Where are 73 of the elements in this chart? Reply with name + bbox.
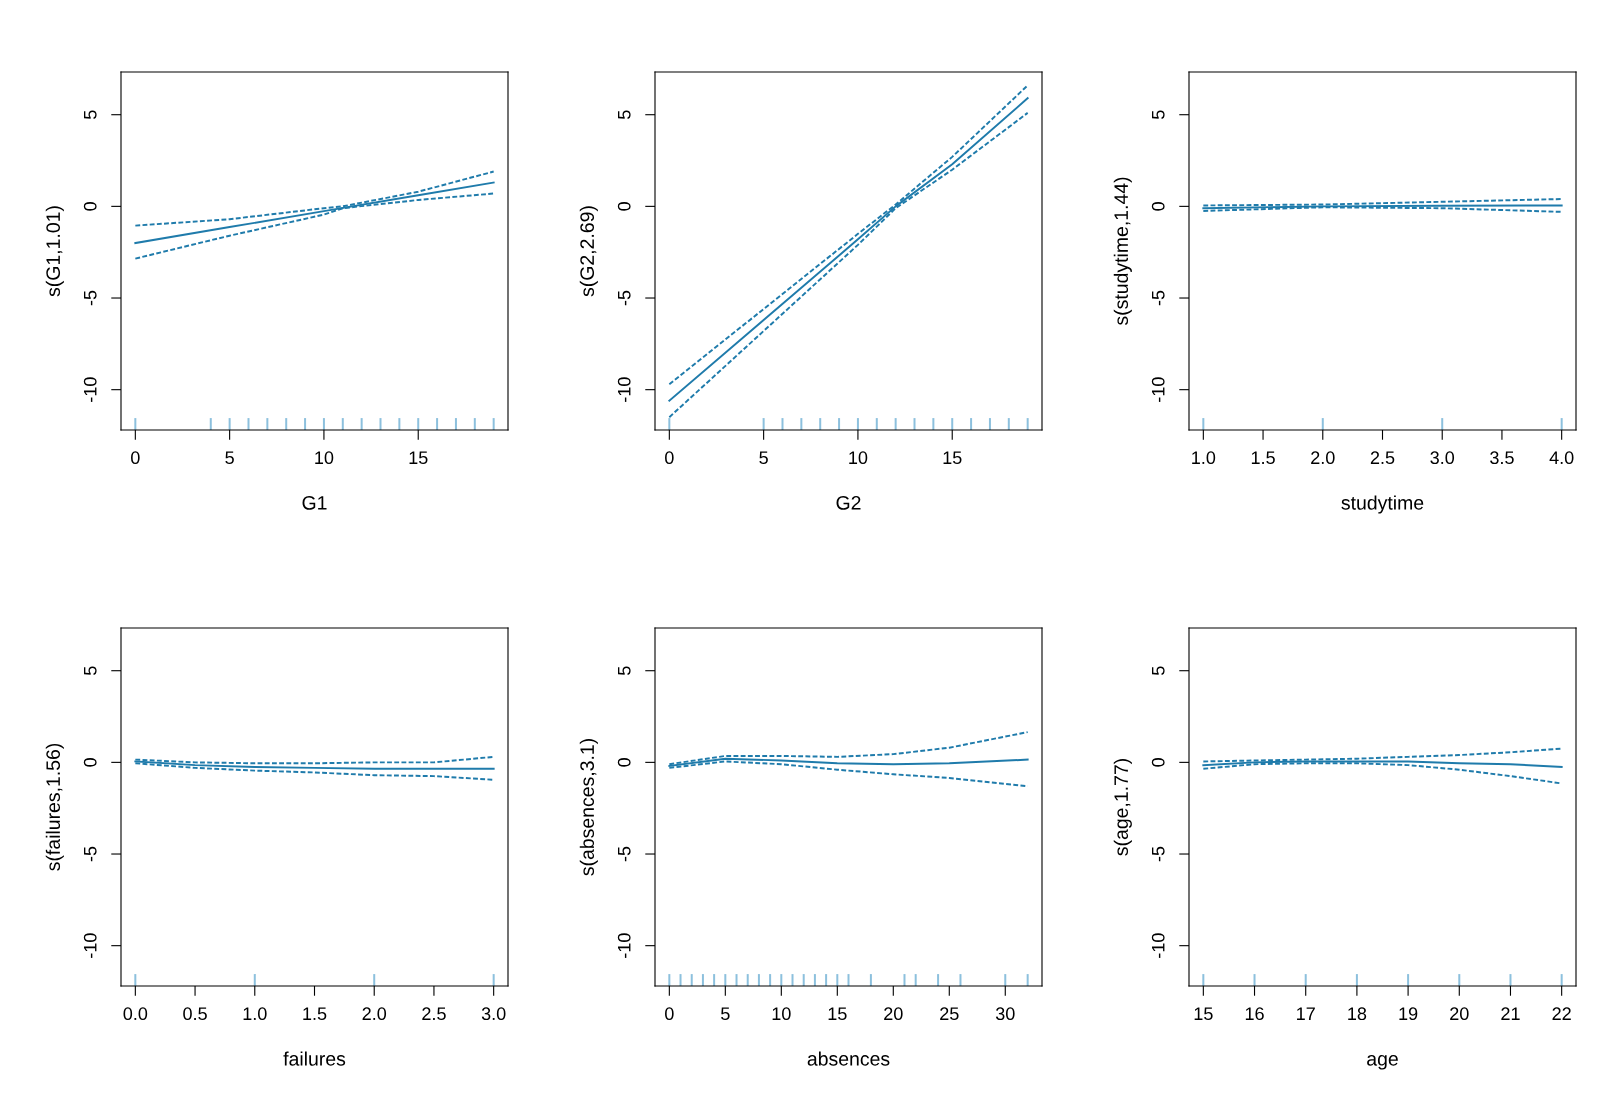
x-axis-title: failures [283,1051,346,1066]
x-axis-title: G2 [836,495,861,510]
x-tick-label: 15 [1194,1007,1213,1021]
x-tick-label: 5 [225,451,234,465]
x-tick-label: 0 [665,1007,674,1021]
y-tick-label: 5 [1152,666,1165,676]
x-tick-label: 30 [995,1007,1015,1021]
x-tick-label: 0 [665,451,674,465]
y-tick-label: 5 [84,110,97,120]
x-tick-label: 15 [828,1007,847,1021]
x-tick-label: 20 [884,1007,903,1021]
x-tick-label: 4.0 [1549,451,1574,465]
x-tick-label: 5 [759,451,768,465]
y-tick-label: 5 [84,666,97,676]
y-tick-label: 0 [1151,202,1165,211]
x-tick-label: 21 [1501,1007,1520,1020]
y-tick-label: -5 [1152,846,1165,862]
y-tick-label: 5 [618,666,631,676]
x-tick-label: 3.0 [1430,451,1455,465]
y-axis-title: s(failures,1.56) [45,743,64,871]
y-tick-label: -10 [1151,933,1165,958]
x-tick-label: 0.0 [123,1007,148,1021]
x-tick-label: 2.0 [362,1007,387,1021]
x-tick-label: 1.5 [303,1007,327,1021]
x-axis-title: studytime [1341,495,1424,514]
x-tick-label: 10 [772,1007,791,1021]
x-axis-title: G1 [302,495,327,510]
x-tick-label: 10 [315,451,334,465]
x-tick-label: 0.5 [183,1007,207,1021]
x-tick-label: 2.0 [1311,451,1335,465]
y-tick-label: -10 [1151,377,1165,402]
y-tick-label: 0 [83,758,97,767]
x-axis-title: age [1367,1055,1398,1070]
y-tick-label: -10 [617,377,631,402]
y-tick-label: -5 [618,846,631,862]
y-tick-label: 0 [83,202,97,211]
x-tick-label: 1.5 [1251,451,1275,465]
x-tick-label: 3.5 [1490,451,1514,465]
y-tick-label: 0 [617,758,631,767]
y-tick-label: -10 [617,933,631,958]
x-tick-label: 20 [1450,1007,1469,1021]
y-tick-label: -5 [84,846,97,862]
x-tick-label: 18 [1348,1007,1367,1021]
x-tick-label: 17 [1297,1007,1315,1020]
x-tick-label: 22 [1552,1007,1571,1020]
x-tick-label: 5 [721,1007,730,1021]
y-tick-label: -5 [618,290,631,306]
x-tick-label: 1.0 [243,1007,267,1021]
x-axis-title: absences [807,1051,890,1066]
x-tick-label: 3.0 [481,1007,506,1021]
y-tick-label: 0 [617,202,631,211]
x-tick-label: 10 [849,451,868,465]
x-tick-label: 15 [943,451,962,465]
y-tick-label: -10 [83,377,97,402]
x-tick-label: 16 [1245,1007,1264,1021]
x-tick-label: 2.5 [1370,451,1395,465]
y-axis-title: s(G2,2.69) [579,206,598,297]
y-tick-label: 5 [618,110,631,120]
y-tick-label: -5 [84,290,97,306]
y-axis-title: s(absences,3.1) [579,739,598,876]
y-tick-label: 5 [1152,110,1165,120]
y-axis-title: s(studytime,1.44) [1113,177,1132,326]
y-tick-label: -5 [1152,290,1165,306]
x-tick-label: 2.5 [422,1007,446,1021]
x-tick-label: 15 [409,451,428,465]
y-tick-label: -10 [83,933,97,958]
x-tick-label: 0 [131,451,140,465]
y-axis-title: s(G1,1.01) [45,206,64,297]
x-tick-label: 1.0 [1192,451,1216,465]
y-tick-label: 0 [1151,758,1165,767]
y-axis-title: s(age,1.77) [1113,759,1132,856]
x-tick-label: 25 [940,1007,959,1021]
x-tick-label: 19 [1399,1007,1418,1021]
